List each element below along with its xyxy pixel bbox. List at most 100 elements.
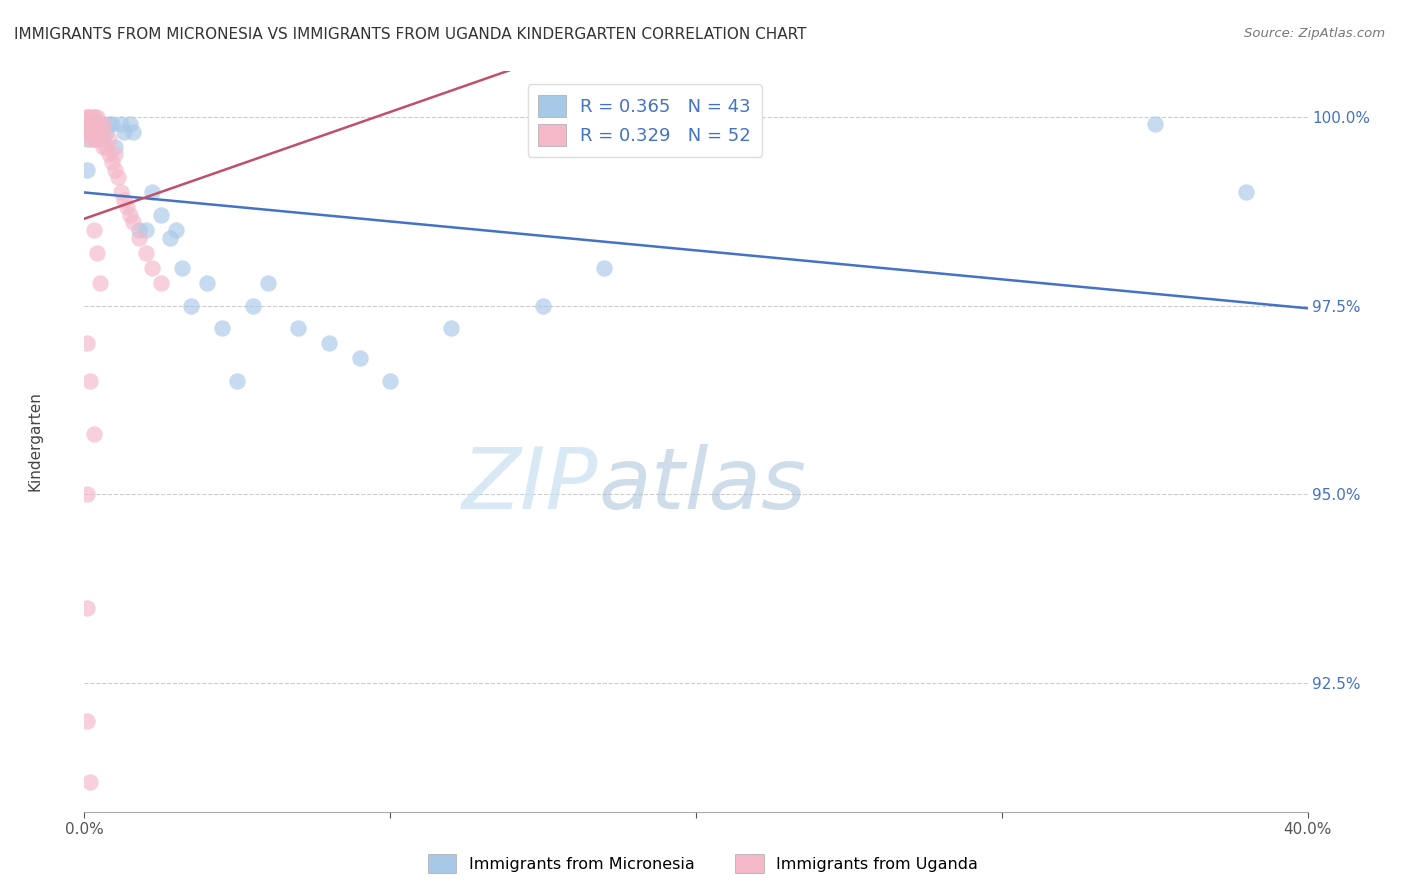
Point (380, 374, 402, 388)
Point (257, 276, 280, 290)
Point (122, 125, 145, 139)
Point (1143, 117, 1166, 131)
Point (83, 132, 105, 146)
Point (91, 140, 114, 154)
Point (135, 223, 157, 237)
Text: IMMIGRANTS FROM MICRONESIA VS IMMIGRANTS FROM UGANDA KINDERGARTEN CORRELATION CH: IMMIGRANTS FROM MICRONESIA VS IMMIGRANTS… (14, 27, 807, 42)
Point (83, 110, 105, 124)
Point (83, 132, 105, 146)
Point (76, 117, 98, 131)
Point (349, 351, 371, 366)
Point (83, 125, 105, 139)
Point (83, 117, 105, 131)
Point (128, 223, 150, 237)
Point (86, 117, 108, 131)
Point (86, 132, 108, 146)
Point (91, 132, 114, 146)
Point (110, 186, 132, 200)
Point (128, 230, 150, 244)
Point (135, 245, 157, 260)
Point (89, 117, 111, 131)
Point (112, 125, 135, 139)
Text: ZIP: ZIP (461, 444, 598, 527)
Legend: R = 0.365   N = 43, R = 0.329   N = 52: R = 0.365 N = 43, R = 0.329 N = 52 (527, 84, 762, 157)
Point (76, 487, 98, 501)
Point (79, 117, 101, 131)
Point (94, 125, 117, 139)
Point (89, 125, 111, 139)
Point (122, 215, 145, 229)
Point (172, 260, 194, 275)
Point (104, 162, 127, 177)
Point (287, 321, 309, 335)
Point (86, 125, 108, 139)
Point (76, 117, 98, 131)
Point (79, 117, 101, 131)
Point (115, 200, 138, 214)
Point (91, 117, 114, 131)
Point (318, 336, 340, 351)
Point (141, 186, 163, 200)
Point (141, 260, 163, 275)
Point (89, 132, 111, 146)
Point (211, 321, 233, 335)
Point (91, 125, 114, 139)
Point (79, 132, 101, 146)
Point (531, 299, 554, 313)
Point (104, 140, 127, 154)
Point (149, 276, 172, 290)
Point (79, 117, 101, 131)
Point (76, 110, 98, 124)
Point (89, 125, 111, 139)
Point (76, 125, 98, 139)
Point (120, 208, 142, 222)
Point (76, 714, 98, 728)
Point (83, 223, 105, 237)
Point (79, 774, 101, 789)
Point (86, 117, 108, 131)
Point (593, 260, 616, 275)
Point (76, 132, 98, 146)
Point (242, 299, 264, 313)
Point (83, 427, 105, 442)
Point (97, 117, 120, 131)
Point (86, 110, 108, 124)
Point (112, 193, 135, 207)
Point (107, 170, 129, 185)
Legend: Immigrants from Micronesia, Immigrants from Uganda: Immigrants from Micronesia, Immigrants f… (422, 847, 984, 880)
Point (101, 155, 124, 169)
Point (195, 276, 218, 290)
Point (79, 374, 101, 388)
Point (440, 321, 463, 335)
Point (79, 110, 101, 124)
Text: Kindergarten: Kindergarten (28, 392, 44, 491)
Point (83, 117, 105, 131)
Point (79, 117, 101, 131)
Point (89, 117, 111, 131)
Point (86, 245, 108, 260)
Point (76, 162, 98, 177)
Point (76, 110, 98, 124)
Point (83, 125, 105, 139)
Point (76, 336, 98, 351)
Point (76, 600, 98, 615)
Point (89, 276, 111, 290)
Point (97, 132, 120, 146)
Point (94, 140, 117, 154)
Point (86, 125, 108, 139)
Point (226, 374, 249, 388)
Point (180, 299, 202, 313)
Point (149, 208, 172, 222)
Text: atlas: atlas (598, 444, 806, 527)
Point (165, 223, 187, 237)
Point (120, 117, 142, 131)
Point (76, 125, 98, 139)
Point (79, 125, 101, 139)
Point (83, 110, 105, 124)
Point (1236, 186, 1258, 200)
Point (159, 230, 181, 244)
Point (97, 147, 120, 161)
Point (104, 147, 127, 161)
Text: Source: ZipAtlas.com: Source: ZipAtlas.com (1244, 27, 1385, 40)
Point (110, 117, 132, 131)
